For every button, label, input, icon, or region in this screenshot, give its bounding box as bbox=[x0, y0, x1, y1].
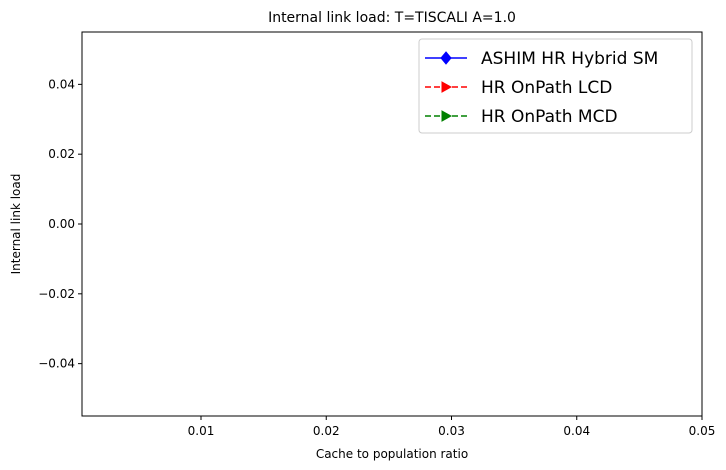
legend-label: HR OnPath MCD bbox=[481, 107, 618, 127]
x-tick-label: 0.04 bbox=[563, 424, 590, 438]
x-tick-label: 0.03 bbox=[438, 424, 465, 438]
legend-marker bbox=[440, 51, 452, 65]
x-tick-label: 0.02 bbox=[313, 424, 340, 438]
x-tick-label: 0.01 bbox=[188, 424, 215, 438]
y-tick-label: −0.04 bbox=[38, 357, 75, 371]
legend: ASHIM HR Hybrid SM HR OnPath LCD HR OnPath… bbox=[418, 38, 693, 134]
y-axis-label: Internal link load bbox=[9, 174, 23, 275]
y-axis: 0.04 0.02 0.00 −0.02 −0.04 bbox=[38, 77, 82, 371]
legend-marker bbox=[441, 81, 453, 93]
legend-frame bbox=[418, 38, 693, 134]
chart-title: Internal link load: T=TISCALI A=1.0 bbox=[268, 10, 516, 26]
legend-marker bbox=[441, 110, 453, 122]
x-axis-label: Cache to population ratio bbox=[316, 447, 468, 461]
y-tick-label: 0.00 bbox=[48, 217, 75, 231]
legend-label: HR OnPath LCD bbox=[481, 78, 612, 98]
x-tick-label: 0.05 bbox=[689, 424, 716, 438]
legend-label: ASHIM HR Hybrid SM bbox=[481, 49, 658, 69]
y-tick-label: 0.04 bbox=[48, 77, 75, 91]
y-tick-label: 0.02 bbox=[48, 147, 75, 161]
y-tick-label: −0.02 bbox=[38, 287, 75, 301]
x-axis: 0.01 0.02 0.03 0.04 0.05 bbox=[188, 416, 716, 438]
